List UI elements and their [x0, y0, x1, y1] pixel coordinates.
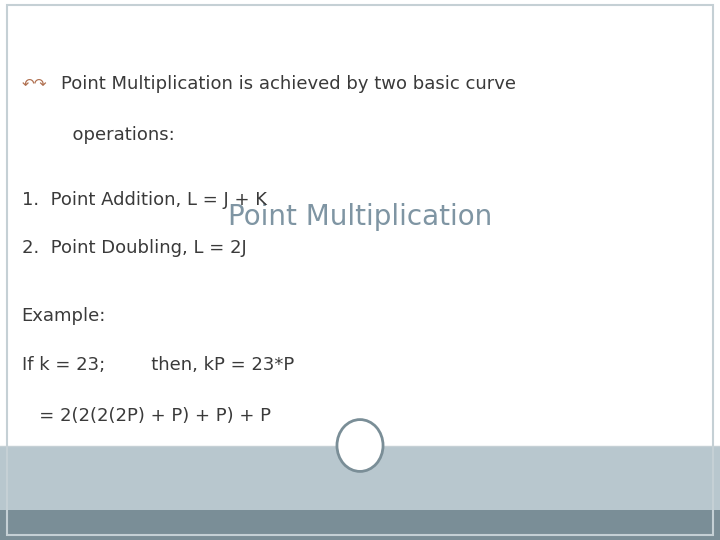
Text: 2.  Point Doubling, L = 2J: 2. Point Doubling, L = 2J: [22, 239, 246, 258]
Text: Example:: Example:: [22, 307, 106, 325]
Text: Point Multiplication: Point Multiplication: [228, 204, 492, 231]
Text: = 2(2(2(2P) + P) + P) + P: = 2(2(2(2P) + P) + P) + P: [22, 407, 271, 425]
Text: ↶↷: ↶↷: [22, 76, 47, 91]
Ellipse shape: [337, 420, 383, 471]
Text: 1.  Point Addition, L = J + K: 1. Point Addition, L = J + K: [22, 191, 266, 209]
Text: Point Multiplication is achieved by two basic curve: Point Multiplication is achieved by two …: [61, 75, 516, 93]
Text: If k = 23;        then, kP = 23*P: If k = 23; then, kP = 23*P: [22, 355, 294, 374]
Bar: [0, 0, 720, 446]
Text: operations:: operations:: [61, 126, 175, 144]
Bar: [0, 446, 720, 510]
Bar: [0, 510, 720, 540]
